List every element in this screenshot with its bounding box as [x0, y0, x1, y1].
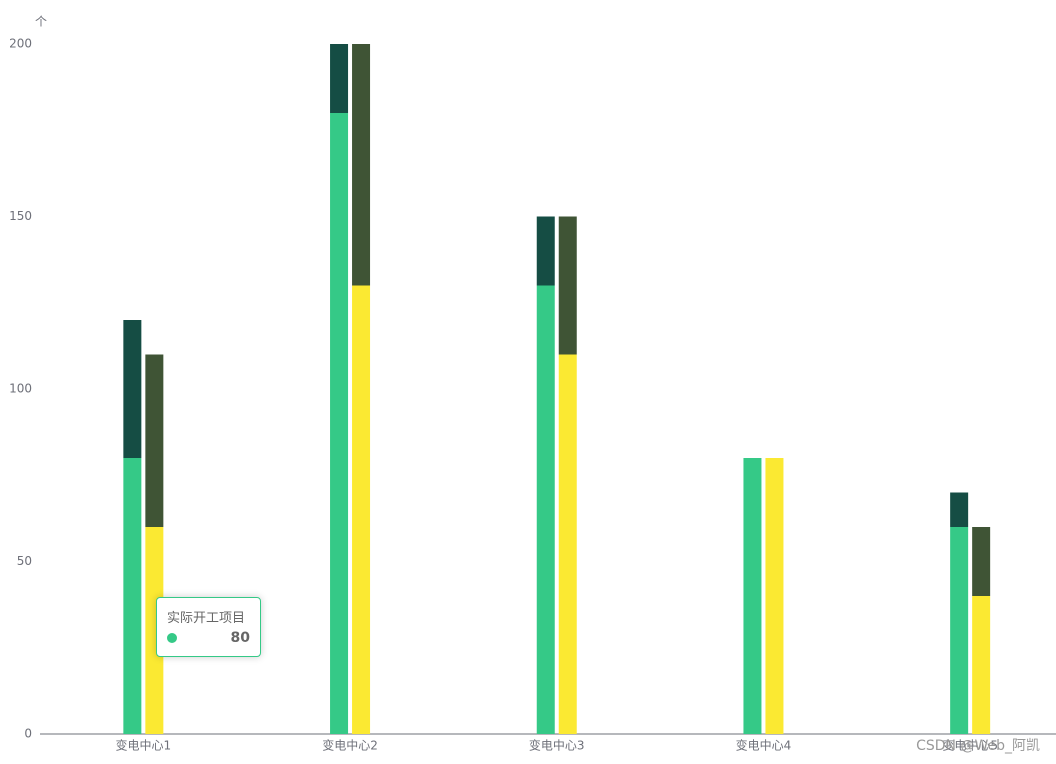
- x-tick-label: 变电中心1: [116, 738, 172, 753]
- bar: [352, 44, 371, 286]
- bar: [765, 458, 784, 734]
- bar: [558, 216, 577, 355]
- x-tick-label: 变电中心4: [736, 738, 792, 753]
- bar: [145, 354, 164, 527]
- bar: [330, 44, 349, 113]
- y-tick-label: 150: [9, 209, 32, 223]
- x-tick-label: 变电中心2: [322, 738, 378, 753]
- bar: [536, 285, 555, 734]
- bar: [123, 458, 142, 734]
- bar: [972, 527, 991, 596]
- watermark: CSDN @Web_阿凯: [916, 738, 1040, 754]
- bar: [558, 354, 577, 734]
- x-tick-label: 变电中心5: [942, 738, 998, 753]
- bar: [950, 492, 969, 527]
- bar: [145, 527, 164, 734]
- x-tick-label: 变电中心3: [529, 738, 585, 753]
- tooltip-marker: [167, 633, 177, 643]
- y-tick-label: 0: [24, 727, 32, 741]
- y-tick-label: 100: [9, 382, 32, 396]
- tooltip-value: 80: [230, 630, 250, 646]
- bar: [123, 320, 142, 458]
- bar: [352, 285, 371, 734]
- bar: [330, 113, 349, 734]
- bar: [536, 216, 555, 286]
- tooltip: 实际开工项目 80: [156, 597, 261, 657]
- y-tick-label: 50: [17, 554, 32, 568]
- tooltip-title: 实际开工项目: [167, 611, 246, 626]
- y-tick-label: 200: [9, 37, 32, 51]
- bar: [950, 527, 969, 734]
- bar: [972, 596, 991, 734]
- bar: [743, 458, 762, 734]
- y-unit: 个: [35, 15, 47, 29]
